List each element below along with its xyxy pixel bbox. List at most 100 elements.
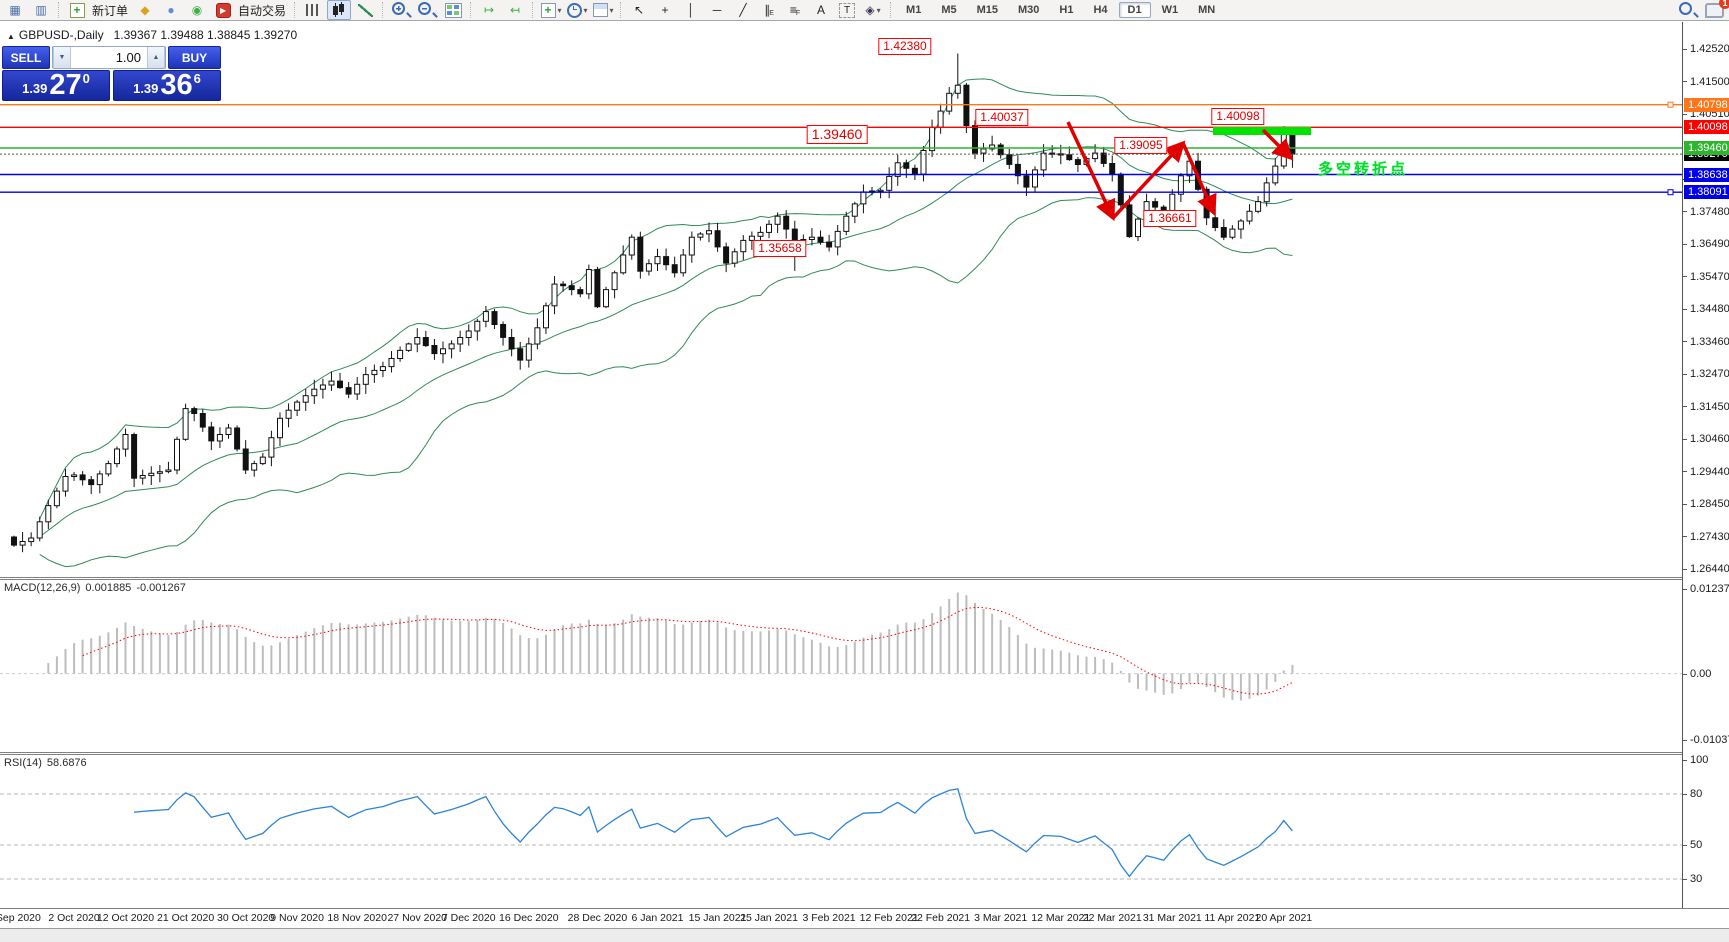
search-icon[interactable] [1676,0,1700,20]
timeframe-button-w1[interactable]: W1 [1161,4,1179,16]
toolbar-separator [532,2,534,18]
channel-tool-icon[interactable]: ∥ E [764,3,774,17]
rsi-value: 58.6876 [46,757,87,769]
timeframe-button-d1[interactable]: D1 [1118,2,1151,18]
timeframe-button-m15[interactable]: M15 [976,4,998,16]
date-axis-label: 7 Dec 2020 [441,912,496,924]
macd-indicator-panel[interactable]: MACD(12,26,9) 0.001885 -0.001267 [0,580,1682,752]
macd-tick-dash [1683,589,1687,590]
notifications-icon[interactable]: 1 [1702,0,1729,20]
history-center-icon[interactable]: ● [167,3,175,17]
autotrading-button[interactable]: ▶ [211,0,235,20]
price-axis[interactable]: 1.425201.415001.405101.385001.374801.364… [1682,22,1729,908]
price-tick-label: 1.29440 [1690,465,1729,478]
macd-chart [0,592,1682,701]
date-axis-label: 11 Apr 2021 [1204,912,1261,924]
date-axis-label: 31 Mar 2021 [1142,912,1202,924]
sell-price-display[interactable]: 1.39 27 0 [2,70,110,101]
price-tick-label: 1.34480 [1690,303,1729,315]
vertical-line-tool-icon[interactable]: │ [687,3,695,17]
timeframe-button-h4[interactable]: H4 [1093,4,1108,16]
date-axis-label: 12 Mar 2021 [1031,912,1091,924]
panel-divider[interactable] [0,577,1729,580]
price-tick-label: 1.31450 [1690,400,1729,413]
metaeditor-icon[interactable]: ◆ [140,3,150,17]
crosshair-tool-icon[interactable]: + [661,3,669,17]
trend-arrow-object[interactable] [1111,140,1186,220]
buy-button[interactable]: BUY [168,46,221,69]
text-tool-icon[interactable]: A [817,3,826,17]
price-chart-panel[interactable]: 1.42380 1.39460 1.40037 1.39095 1.40098 1.366… [0,22,1682,577]
date-axis-label: 22 Mar 2021 [1082,912,1142,924]
candlestick-chart[interactable] [0,22,1682,577]
axis-price-badge: 1.39460 [1684,140,1729,155]
sell-button[interactable]: SELL [2,46,50,69]
axis-price-badge: 1.38091 [1684,185,1729,200]
price-tick-label: 1.42520 [1690,43,1729,55]
horizontal-line-tool-icon[interactable]: ─ [712,3,722,17]
macd-tick-dash [1683,740,1687,741]
status-bar [0,928,1729,942]
timeframe-button-mn[interactable]: MN [1198,4,1216,16]
new-chart-icon[interactable]: ▦ [9,3,21,17]
date-axis-label: 3 Feb 2021 [802,912,856,924]
price-tick-label: 1.35470 [1690,270,1729,283]
macd-tick-dash [1683,673,1687,675]
resistance-zone-rectangle[interactable] [1213,127,1311,135]
buy-price-display[interactable]: 1.39 36 6 [113,70,221,101]
autotrading-button-label: 自动交易 [238,3,287,18]
candlestick-chart-icon[interactable] [327,0,352,20]
price-tick-dash [1683,438,1687,440]
symbol-title: GBPUSD-,Daily [18,28,104,42]
add-indicator-button[interactable]: + ▾ [539,0,563,20]
volume-spinner: ▼ 1.00 ▲ [52,46,166,69]
zoom-in-icon[interactable] [389,0,413,20]
volume-increase-button[interactable]: ▲ [147,47,165,68]
templates-button[interactable]: ▾ [591,0,615,20]
trend-arrow-object[interactable] [1181,142,1217,217]
new-order-button[interactable]: + [65,0,89,20]
volume-decrease-button[interactable]: ▼ [53,47,71,68]
periods-button[interactable]: ▾ [565,0,589,20]
date-axis-label: 30 Oct 2020 [217,912,275,924]
macd-tick-label: 0.00 [1690,667,1712,680]
price-tick-dash [1683,276,1687,278]
price-tick-dash [1683,503,1687,505]
bar-chart-icon[interactable] [301,0,325,20]
cursor-tool-icon[interactable]: ↖ [634,3,645,17]
line-chart-icon[interactable] [353,0,377,20]
timeframe-button-m5[interactable]: M5 [941,4,957,16]
fibonacci-tool-icon[interactable]: ≡ F [789,3,801,17]
trend-arrow-object[interactable] [1066,121,1116,222]
date-axis-label: 25 Jan 2021 [740,912,798,924]
rsi-indicator-panel[interactable]: RSI(14) 58.6876 [0,755,1682,907]
buy-price-big: 36 [160,69,193,102]
arrows-tool-button[interactable]: ◈ ▾ [865,3,881,17]
auto-scroll-icon[interactable]: ↤ [510,3,521,17]
volume-input[interactable]: 1.00 [115,50,141,65]
zoom-out-icon[interactable] [415,0,439,20]
rsi-tick-label: 50 [1690,839,1703,851]
macd-tick-label: 0.012372 [1690,583,1729,595]
bollinger-middle-band [39,146,1293,538]
bollinger-lower-band [39,197,1293,568]
buy-price-pipette: 6 [193,71,201,86]
timeframe-button-m1[interactable]: M1 [906,4,922,16]
toolbar-separator [890,2,892,18]
signals-icon[interactable]: ◉ [191,3,203,17]
timeframe-button-m30[interactable]: M30 [1018,4,1040,16]
tile-windows-icon[interactable] [441,0,465,20]
panel-divider[interactable] [0,752,1729,755]
chart-profile-icon[interactable]: ▥ [35,3,47,17]
trendline-tool-icon[interactable]: ╱ [739,3,747,17]
price-tick-dash [1683,48,1687,50]
chart-shift-icon[interactable]: ↦ [484,3,495,17]
main-toolbar: ▦ ▥ + 新订单 ◆ ● ◉ ▶ 自动交易 ↦ ↤ + ▾ ▾ ▾ ↖ + │ ─ ╱ ∥ E ≡ F A T ◈ ▾ M1 M5 M15… [0,0,1729,21]
timeframe-button-h1[interactable]: H1 [1059,4,1074,16]
trend-arrow-object[interactable] [1261,128,1294,161]
price-tick-dash [1683,81,1687,83]
buy-price-prefix: 1.39 [133,81,159,96]
label-tool-icon[interactable]: T [835,0,859,20]
